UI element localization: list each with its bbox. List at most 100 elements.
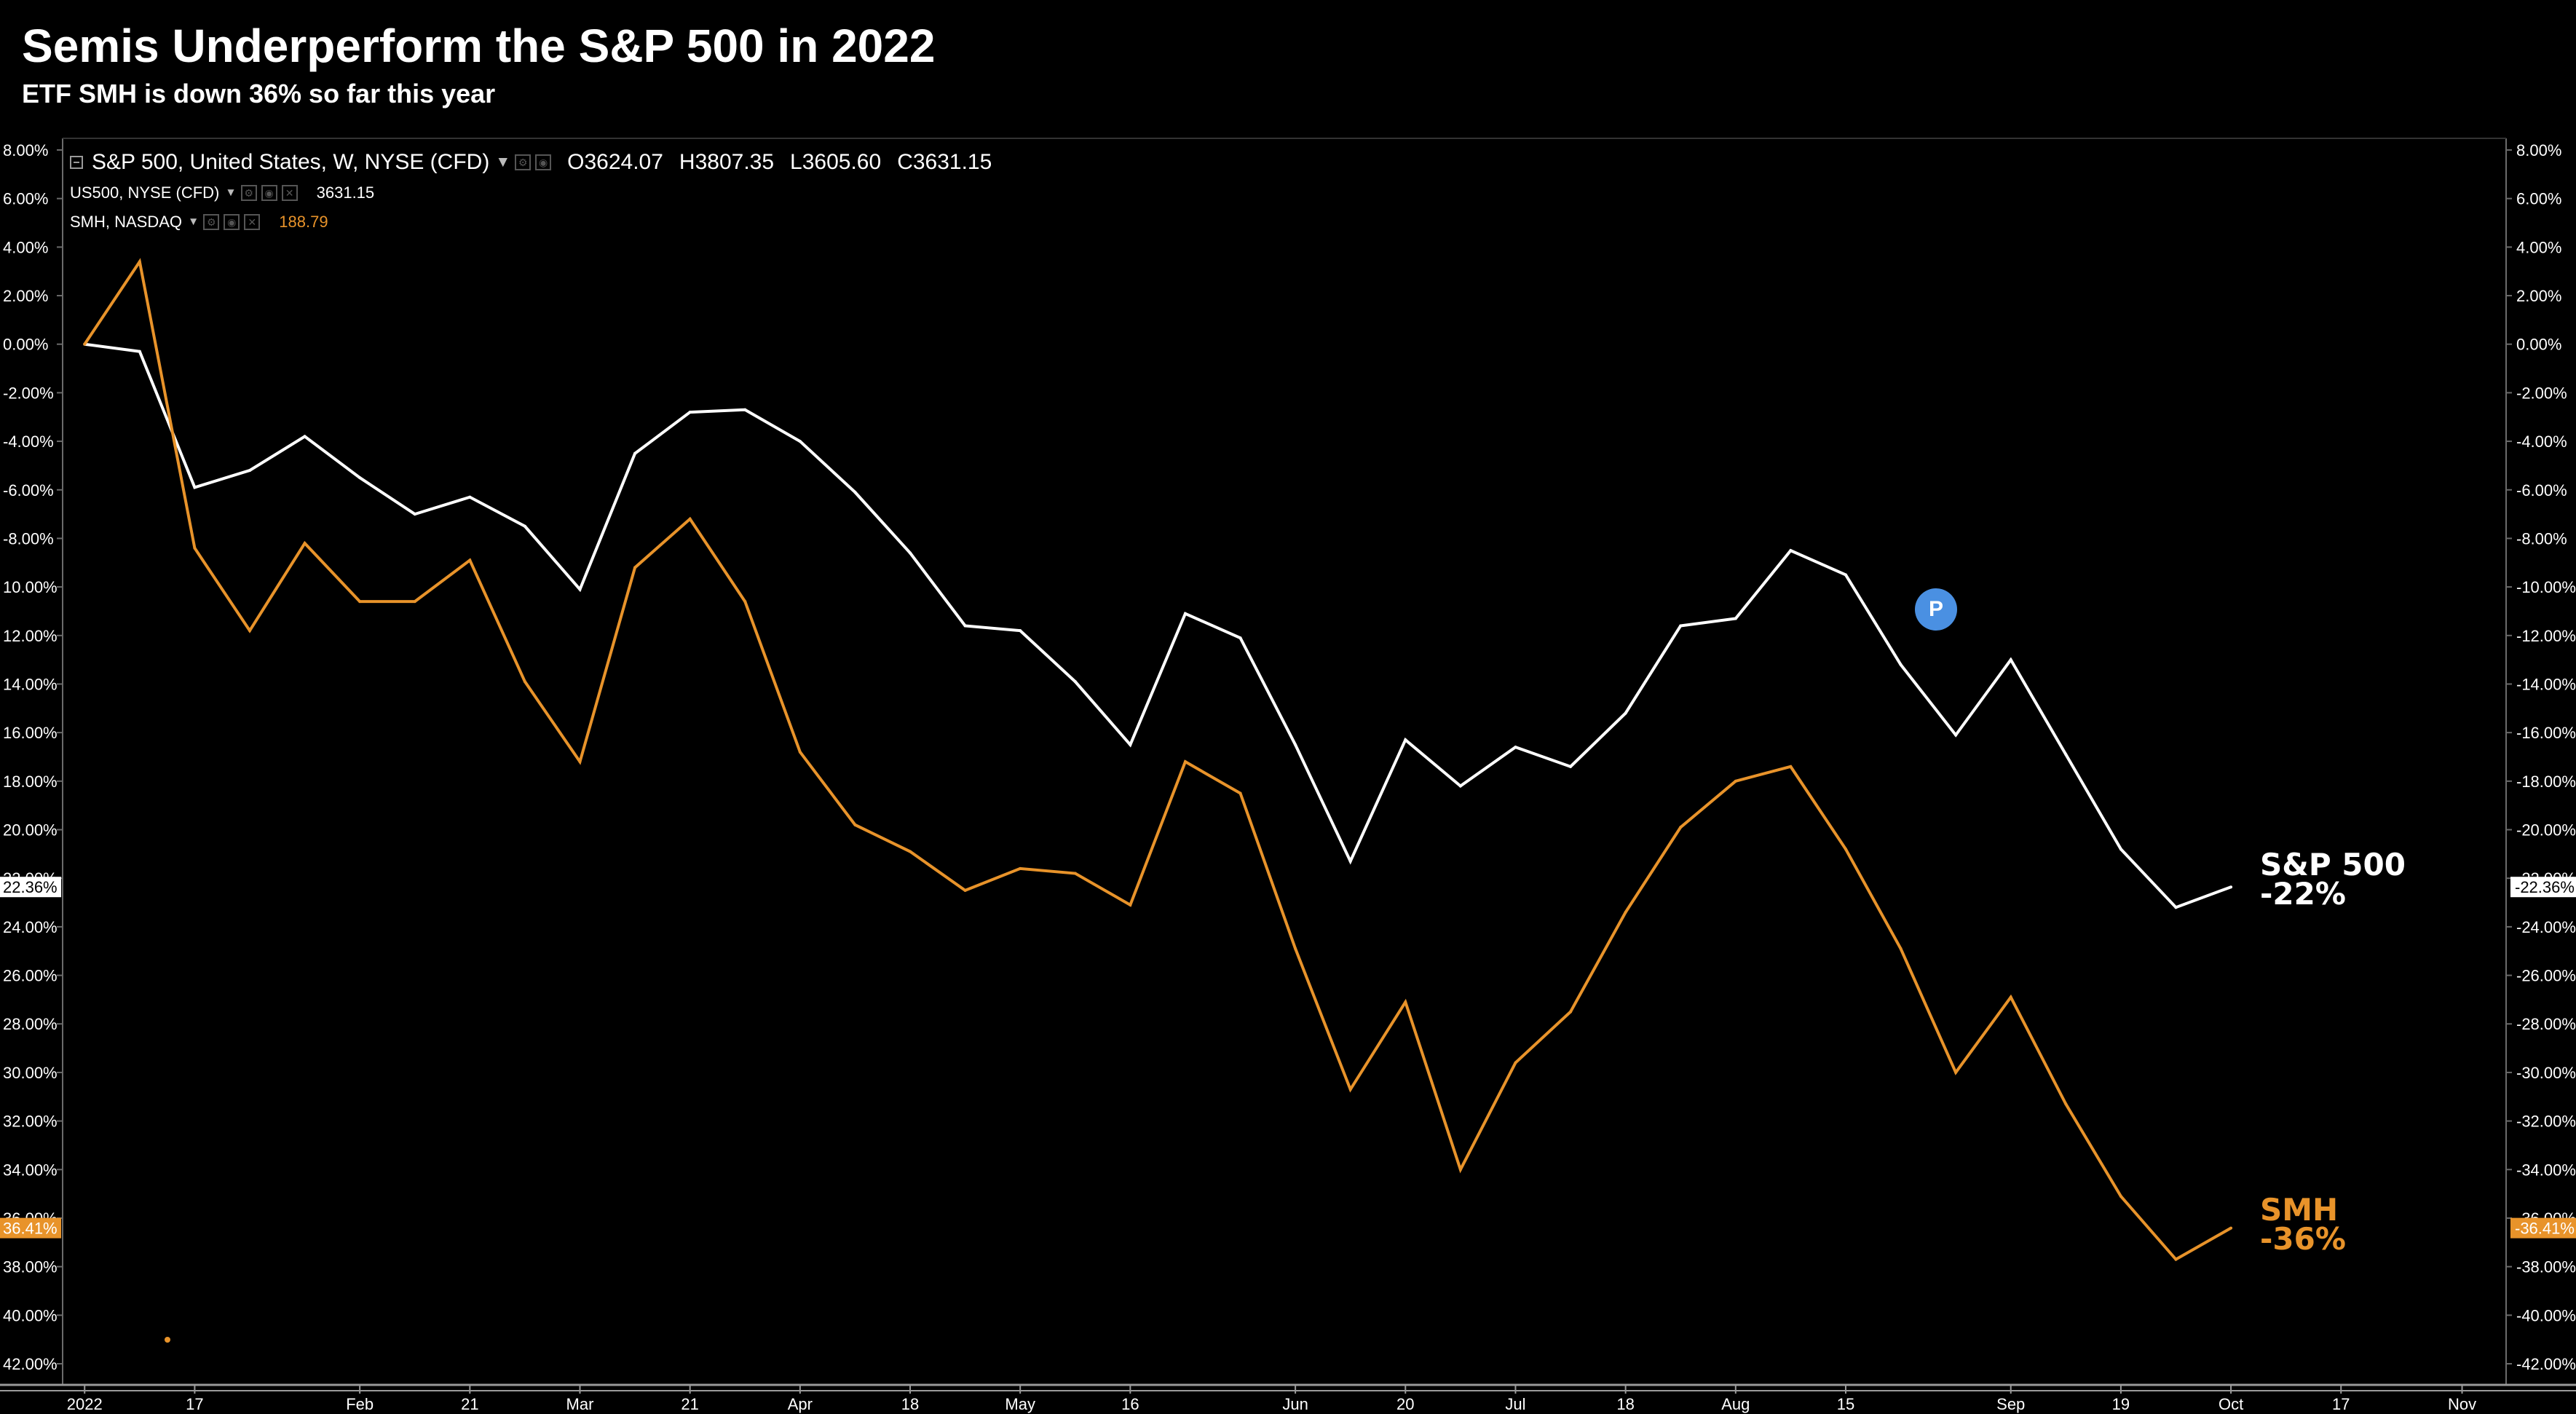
data-point — [468, 495, 472, 499]
sp500-annotation-change: -22% — [2260, 876, 2346, 912]
y-tick-label-left: 16.00% — [3, 724, 58, 742]
main-symbol-label[interactable]: S&P 500, United States, W, NYSE (CFD) — [92, 150, 490, 174]
y-tick-label-left: 42.00% — [3, 1355, 58, 1373]
data-point — [2229, 1226, 2233, 1230]
data-point — [1734, 617, 1737, 620]
p-marker-badge[interactable]: P — [1915, 588, 1957, 631]
data-point — [1073, 872, 1077, 875]
data-point — [578, 588, 582, 591]
data-point — [743, 600, 747, 604]
y-tick-label-left: -4.00% — [3, 433, 54, 451]
close-icon[interactable]: ✕ — [244, 214, 261, 230]
data-point — [523, 524, 526, 528]
plot-background — [0, 138, 2576, 1414]
data-point — [1899, 663, 1903, 666]
data-point — [1514, 1061, 1517, 1065]
x-tick-label: Oct — [2219, 1395, 2243, 1413]
data-point — [853, 491, 857, 494]
data-point — [909, 551, 912, 555]
y-axis-left: 8.00% 6.00% 4.00% 2.00% 0.00% -2.00% -4.00% -6.… — [3, 141, 63, 1373]
low-value: L3605.60 — [790, 150, 881, 175]
chevron-down-icon[interactable]: ▼ — [495, 154, 511, 170]
y-tick-label-right: -24.00% — [2516, 918, 2576, 936]
chevron-down-icon[interactable]: ▼ — [188, 216, 199, 228]
y-tick-label-left: 24.00% — [3, 918, 58, 936]
open-key: O — [567, 150, 585, 174]
legend-us500[interactable]: US500, NYSE (CFD) ▼ ⚙ ◉ ✕ 3631.15 — [70, 183, 374, 202]
data-point — [1458, 784, 1462, 788]
data-point — [138, 349, 141, 353]
data-point — [1294, 947, 1297, 950]
settings-icon[interactable]: ⚙ — [240, 185, 257, 201]
last-value-flag-right — [2510, 1217, 2576, 1239]
series-line-smh — [83, 258, 2232, 1262]
close-number: 3631.15 — [912, 150, 992, 174]
y-tick-label-left: 8.00% — [3, 141, 48, 159]
data-point — [1019, 629, 1022, 633]
data-point — [798, 750, 802, 754]
data-point — [743, 408, 747, 411]
data-point — [578, 760, 582, 764]
data-point — [1183, 760, 1187, 764]
collapse-icon[interactable] — [70, 156, 83, 169]
y-tick-label-left: 38.00% — [3, 1258, 58, 1276]
data-point — [413, 600, 416, 604]
data-point — [633, 451, 637, 455]
us500-label[interactable]: US500, NYSE (CFD) — [70, 183, 220, 202]
x-tick-label: Aug — [1721, 1395, 1750, 1413]
series-layer — [83, 258, 2233, 1262]
y-tick-label-right: -26.00% — [2516, 967, 2576, 985]
smh-annotation-name: SMH — [2260, 1192, 2339, 1228]
data-point — [83, 342, 87, 346]
y-tick-label-left: -6.00% — [3, 481, 54, 499]
data-point — [468, 558, 472, 562]
data-point — [1404, 738, 1407, 742]
data-point — [2174, 906, 2178, 909]
smh-value: 188.79 — [279, 213, 328, 231]
data-point — [248, 629, 251, 633]
settings-icon[interactable]: ⚙ — [203, 214, 220, 230]
chart-subtitle: ETF SMH is down 36% so far this year — [22, 79, 496, 108]
data-point — [1789, 549, 1793, 553]
data-point — [2174, 1257, 2178, 1261]
data-point — [1348, 859, 1352, 863]
y-tick-label-right: -6.00% — [2516, 481, 2567, 499]
x-tick-label: Nov — [2448, 1395, 2476, 1413]
y-tick-label-left: 28.00% — [3, 1015, 58, 1033]
x-tick-label: May — [1005, 1395, 1035, 1413]
chevron-down-icon[interactable]: ▼ — [225, 186, 237, 199]
chart-title: Semis Underperform the S&P 500 in 2022 — [22, 20, 936, 72]
y-tick-label-left: 34.00% — [3, 1161, 58, 1179]
y-tick-label-left: 14.00% — [3, 675, 58, 693]
last-value-label-left: 22.36% — [3, 878, 58, 896]
y-tick-label-left: 32.00% — [3, 1113, 58, 1131]
close-key: C — [897, 150, 913, 174]
smh-label[interactable]: SMH, NASDAQ — [70, 213, 183, 231]
last-value-flag-left — [0, 877, 61, 898]
high-value: H3807.35 — [679, 150, 774, 175]
visibility-icon[interactable]: ◉ — [224, 214, 240, 230]
sp500-annotation-name: S&P 500 — [2260, 847, 2406, 882]
data-point — [303, 542, 307, 545]
data-point — [2119, 848, 2122, 851]
data-point — [413, 513, 416, 516]
x-tick-label: Jul — [1505, 1395, 1525, 1413]
visibility-icon[interactable]: ◉ — [261, 185, 277, 201]
legend-main-symbol[interactable]: S&P 500, United States, W, NYSE (CFD) ▼ … — [70, 150, 992, 175]
settings-icon[interactable]: ⚙ — [515, 154, 532, 170]
data-point — [138, 260, 141, 264]
close-icon[interactable]: ✕ — [281, 185, 298, 201]
data-point — [963, 624, 967, 628]
visibility-icon[interactable]: ◉ — [535, 154, 552, 170]
y-tick-label-left: 18.00% — [3, 773, 58, 791]
series-line-sp500 — [84, 342, 2232, 909]
data-point — [1624, 910, 1627, 914]
y-tick-label-right: -20.00% — [2516, 821, 2576, 840]
data-point — [633, 566, 637, 569]
x-tick-label: 20 — [1396, 1395, 1414, 1413]
legend-smh[interactable]: SMH, NASDAQ ▼ ⚙ ◉ ✕ 188.79 — [70, 213, 328, 232]
data-point — [2119, 1194, 2122, 1198]
y-tick-label-right: -40.00% — [2516, 1306, 2576, 1324]
y-tick-label-right: -30.00% — [2516, 1064, 2576, 1082]
